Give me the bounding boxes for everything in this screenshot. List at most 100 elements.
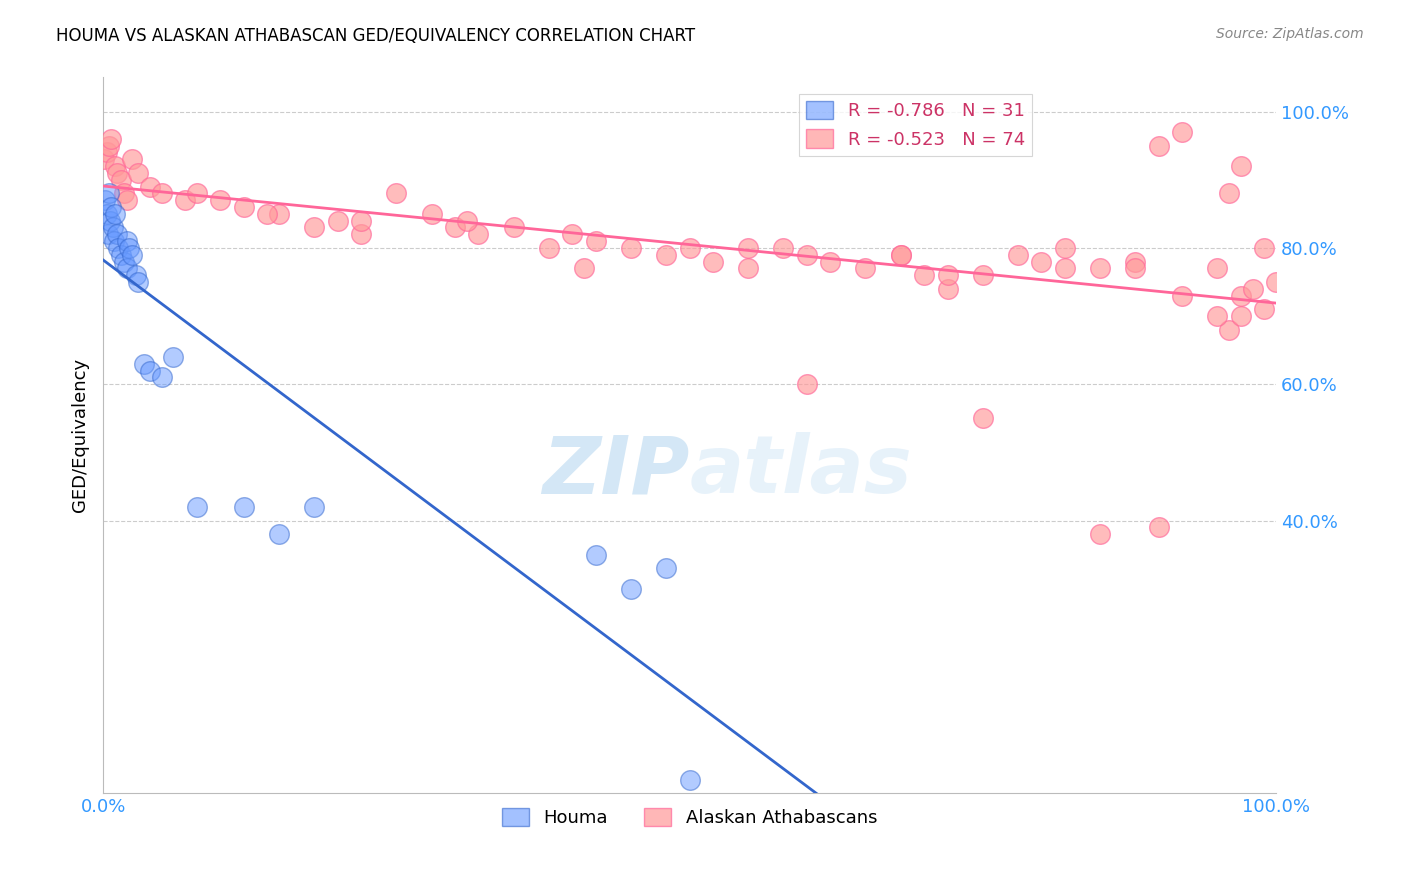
Point [678, 772, 700, 787]
Point [232, 200, 254, 214]
Point [912, 268, 935, 282]
Point [385, 186, 408, 201]
Point [100, 200, 122, 214]
Point [105, 166, 128, 180]
Point [127, 275, 149, 289]
Point [134, 357, 156, 371]
Point [174, 193, 197, 207]
Point [1147, 520, 1170, 534]
Point [502, 220, 524, 235]
Point [302, 500, 325, 514]
Point [115, 193, 138, 207]
Point [112, 254, 135, 268]
Point [105, 227, 128, 242]
Point [110, 248, 132, 262]
Point [150, 186, 173, 201]
Point [100, 132, 122, 146]
Point [972, 411, 994, 425]
Point [101, 220, 124, 235]
Point [125, 268, 148, 282]
Point [127, 166, 149, 180]
Point [186, 500, 208, 514]
Point [737, 241, 759, 255]
Point [94, 193, 117, 207]
Point [1218, 186, 1240, 201]
Point [115, 234, 138, 248]
Point [112, 186, 135, 201]
Point [93, 153, 115, 167]
Point [1171, 125, 1194, 139]
Point [107, 241, 129, 255]
Point [1088, 527, 1111, 541]
Point [97, 227, 120, 242]
Point [186, 186, 208, 201]
Point [139, 179, 162, 194]
Point [96, 207, 118, 221]
Point [96, 145, 118, 160]
Point [655, 248, 678, 262]
Point [118, 241, 141, 255]
Legend: Houma, Alaskan Athabascans: Houma, Alaskan Athabascans [495, 801, 884, 834]
Point [456, 213, 478, 227]
Point [1053, 261, 1076, 276]
Point [936, 268, 959, 282]
Point [110, 172, 132, 186]
Point [162, 350, 184, 364]
Point [467, 227, 489, 242]
Point [103, 234, 125, 248]
Point [1206, 309, 1229, 323]
Point [350, 213, 373, 227]
Point [572, 261, 595, 276]
Text: Source: ZipAtlas.com: Source: ZipAtlas.com [1216, 27, 1364, 41]
Point [890, 248, 912, 262]
Point [98, 138, 121, 153]
Text: atlas: atlas [689, 433, 912, 510]
Point [855, 261, 877, 276]
Point [420, 207, 443, 221]
Point [267, 207, 290, 221]
Point [1229, 309, 1251, 323]
Point [655, 561, 678, 575]
Point [1241, 282, 1264, 296]
Point [702, 254, 724, 268]
Point [1123, 261, 1146, 276]
Point [772, 241, 794, 255]
Point [561, 227, 583, 242]
Point [1053, 241, 1076, 255]
Point [209, 193, 232, 207]
Point [585, 234, 607, 248]
Point [1218, 323, 1240, 337]
Point [1253, 241, 1275, 255]
Point [936, 282, 959, 296]
Point [121, 248, 143, 262]
Point [444, 220, 467, 235]
Point [98, 213, 121, 227]
Point [585, 548, 607, 562]
Point [256, 207, 278, 221]
Text: ZIP: ZIP [543, 433, 689, 510]
Point [302, 220, 325, 235]
Point [350, 227, 373, 242]
Point [150, 370, 173, 384]
Point [267, 527, 290, 541]
Point [620, 241, 643, 255]
Point [972, 268, 994, 282]
Point [1031, 254, 1053, 268]
Point [890, 248, 912, 262]
Point [1229, 159, 1251, 173]
Point [1253, 302, 1275, 317]
Point [678, 241, 700, 255]
Point [796, 377, 818, 392]
Point [1007, 248, 1029, 262]
Y-axis label: GED/Equivalency: GED/Equivalency [72, 359, 89, 513]
Point [98, 186, 121, 201]
Point [232, 500, 254, 514]
Point [796, 248, 818, 262]
Point [620, 582, 643, 596]
Point [326, 213, 349, 227]
Point [104, 207, 127, 221]
Point [820, 254, 842, 268]
Point [115, 261, 138, 276]
Point [537, 241, 560, 255]
Point [737, 261, 759, 276]
